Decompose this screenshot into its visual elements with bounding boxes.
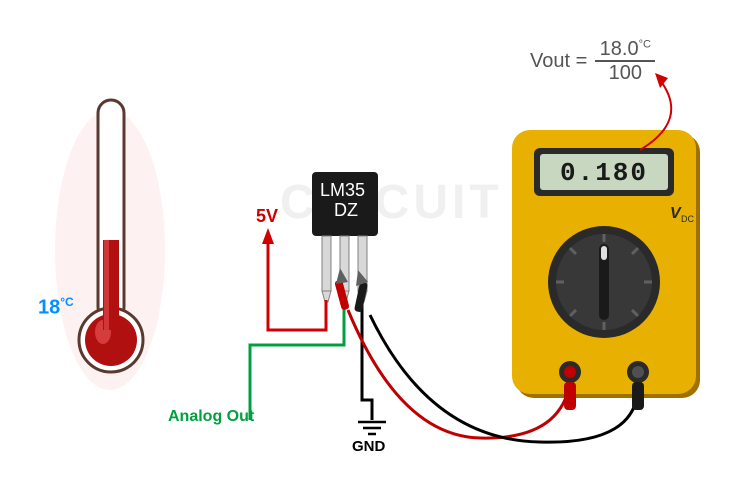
temperature-unit: °C <box>60 295 73 309</box>
svg-text:DC: DC <box>681 214 694 224</box>
formula-numerator: 18.0 <box>600 38 639 60</box>
multimeter-reading: 0.180 <box>560 158 648 188</box>
formula-arrowhead <box>655 73 668 88</box>
formula-denominator: 100 <box>609 62 642 84</box>
wire-analog <box>250 300 344 420</box>
formula-lhs: Vout = <box>530 50 587 73</box>
thermometer <box>55 100 165 390</box>
gnd-symbol <box>358 422 386 434</box>
sensor-label-1: LM35 <box>320 180 365 201</box>
sensor-label-2: DZ <box>334 200 358 221</box>
temperature-label: 18°C <box>38 295 74 320</box>
formula: Vout = 18.0°C 100 <box>530 38 655 84</box>
arrow-vcc <box>262 228 274 244</box>
gnd-label: GND <box>352 438 385 455</box>
temperature-value: 18 <box>38 297 60 319</box>
vcc-label: 5V <box>256 206 278 227</box>
formula-unit: °C <box>639 38 651 50</box>
wire-vcc <box>268 240 326 330</box>
analog-out-label: Analog Out <box>168 408 254 426</box>
